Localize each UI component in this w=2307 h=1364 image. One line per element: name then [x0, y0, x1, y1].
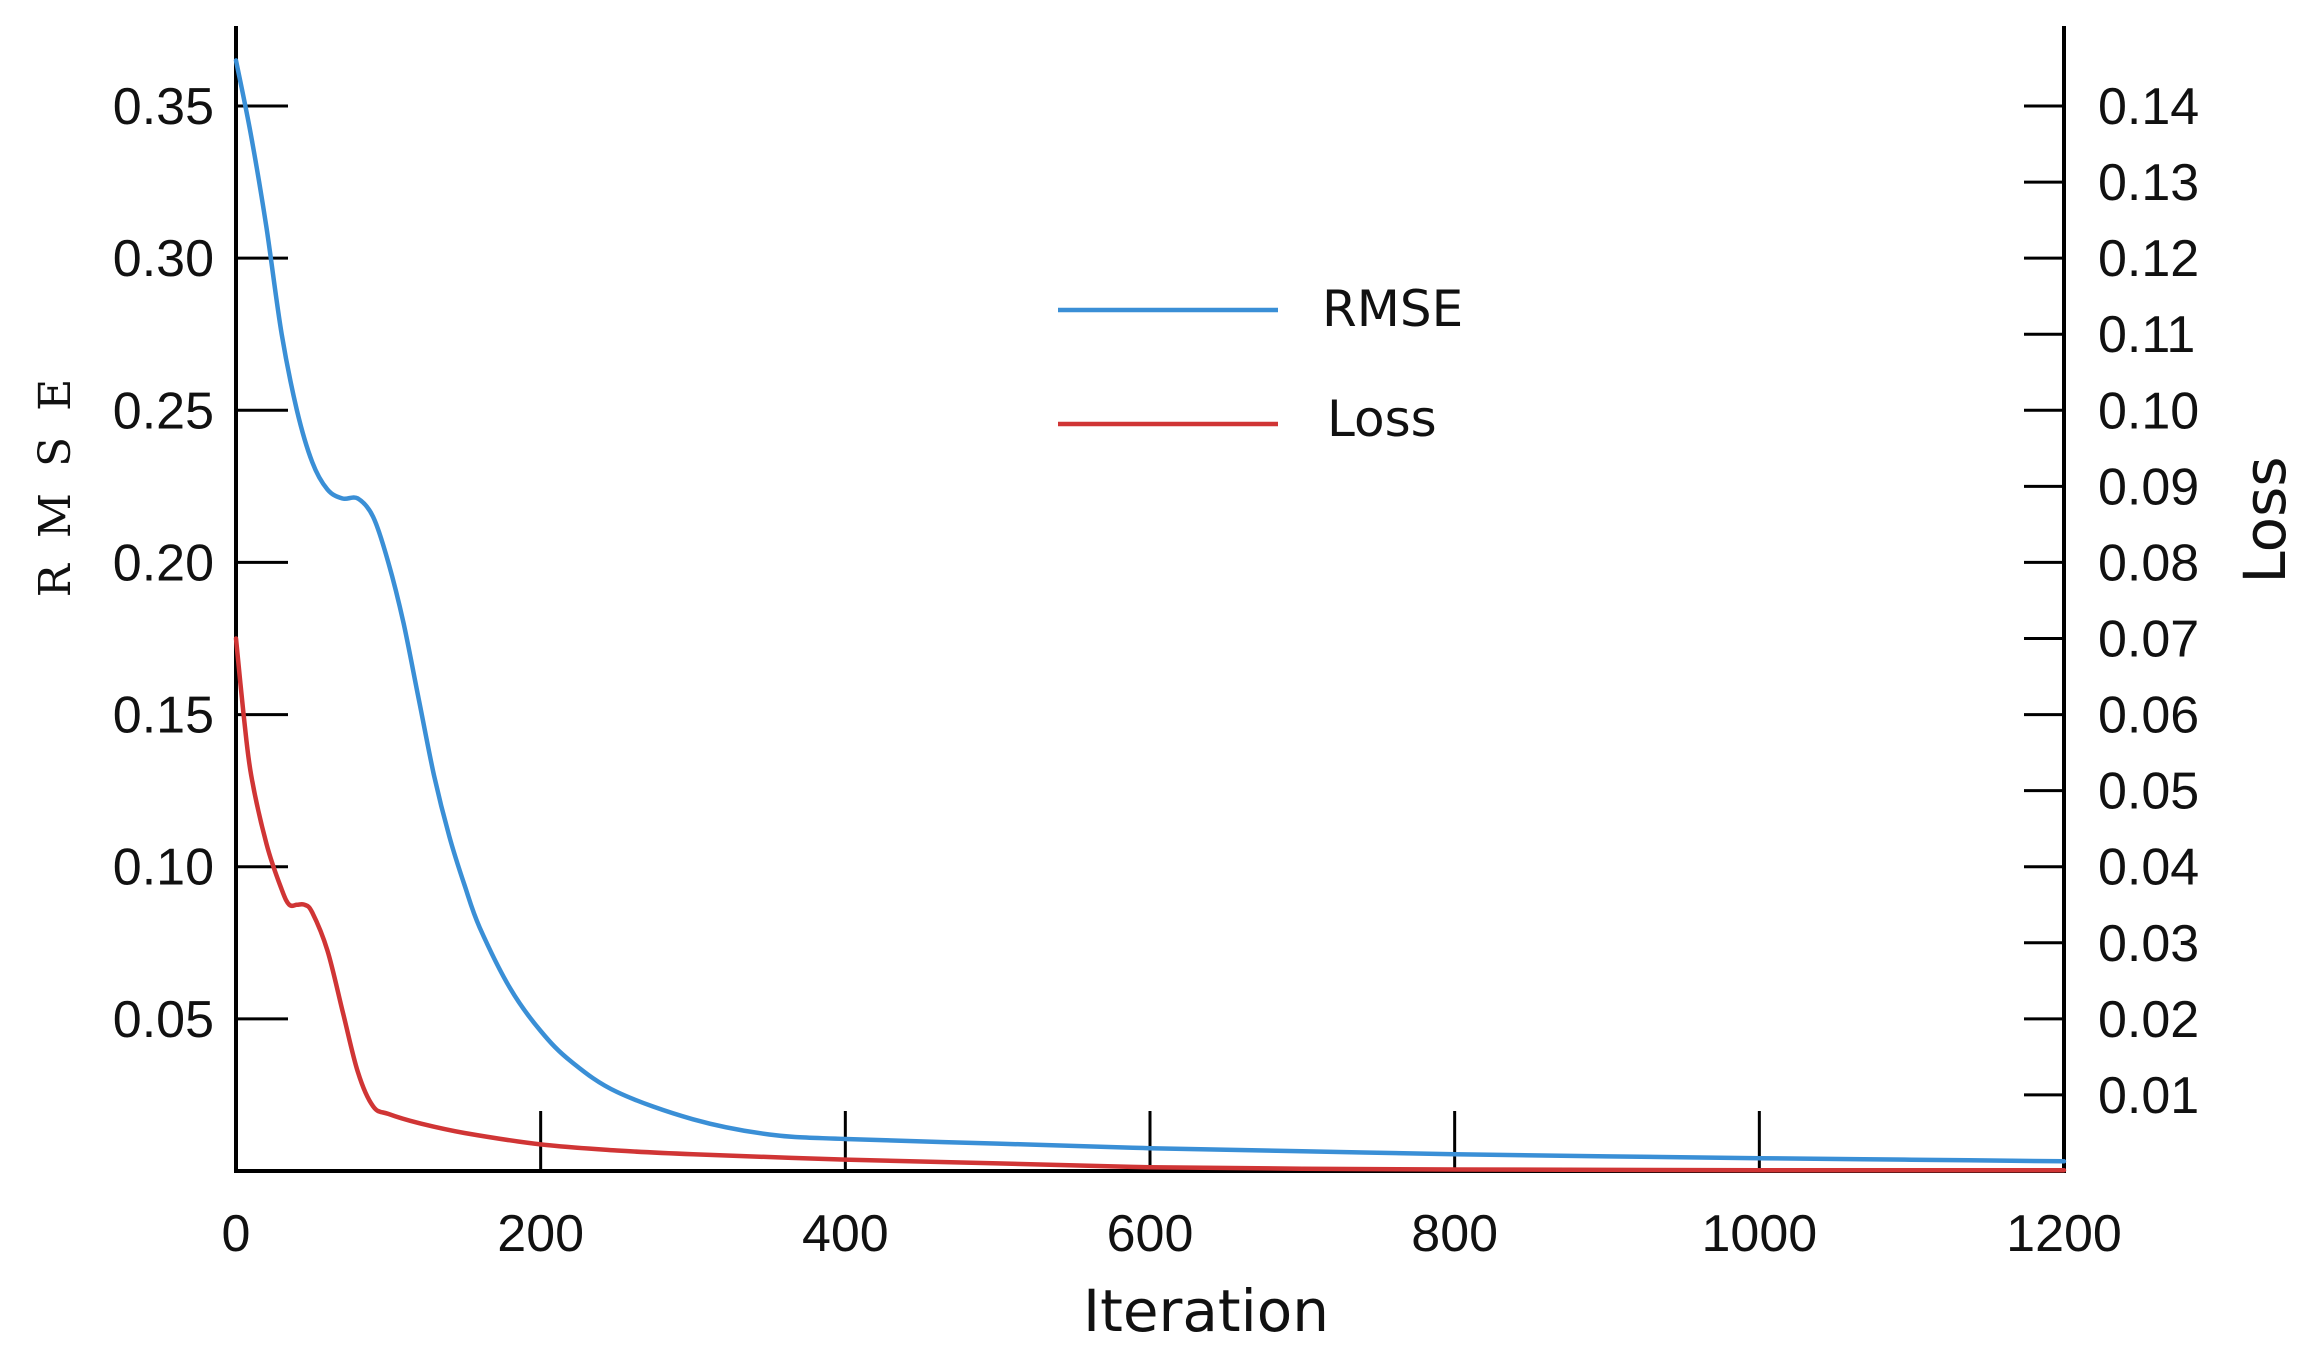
x-tick-label: 1200 [2006, 1205, 2122, 1263]
right-y-tick-label: 0.14 [2098, 78, 2199, 136]
right-y-tick-label: 0.10 [2098, 382, 2199, 440]
left-y-tick-label: 0.05 [113, 991, 214, 1049]
right-y-tick-label: 0.01 [2098, 1067, 2199, 1125]
left-y-tick-label: 0.10 [113, 839, 214, 897]
left-y-tick-label: 0.15 [113, 687, 214, 745]
legend-label-rmse: RMSE [1322, 280, 1463, 338]
right-y-ticks: 0.01 0.02 0.03 0.04 0.05 0.06 0.07 0.08 0.09 0.10… [2024, 78, 2199, 1125]
series-line-rmse [233, 58, 2067, 1164]
x-tick-label: 400 [802, 1205, 889, 1263]
series-line-loss [233, 636, 2067, 1173]
right-y-tick-label: 0.09 [2098, 458, 2199, 516]
left-y-axis-title: R M S E [30, 373, 81, 597]
legend: RMSE Loss [1058, 280, 1463, 448]
x-tick-label: 200 [497, 1205, 584, 1263]
left-y-tick-label: 0.30 [113, 230, 214, 288]
x-tick-label: 0 [222, 1205, 251, 1263]
right-y-tick-label: 0.03 [2098, 915, 2199, 973]
right-y-tick-label: 0.11 [2098, 306, 2195, 364]
right-y-tick-label: 0.08 [2098, 534, 2199, 592]
left-y-tick-label: 0.20 [113, 534, 214, 592]
right-y-tick-label: 0.07 [2098, 611, 2199, 669]
x-tick-label: 800 [1411, 1205, 1498, 1263]
left-y-tick-label: 0.25 [113, 382, 214, 440]
x-tick-label: 600 [1107, 1205, 1194, 1263]
left-y-ticks: 0.05 0.10 0.15 0.20 0.25 0.30 0.35 [113, 78, 288, 1049]
series-layer [233, 58, 2067, 1173]
left-y-tick-label: 0.35 [113, 78, 214, 136]
right-y-tick-label: 0.06 [2098, 687, 2199, 745]
x-axis-title: Iteration [1083, 1277, 1329, 1345]
right-y-tick-label: 0.12 [2098, 230, 2199, 288]
right-y-axis-title: Loss [2231, 456, 2299, 583]
legend-label-loss: Loss [1327, 390, 1437, 448]
right-y-tick-label: 0.13 [2098, 154, 2199, 212]
right-y-tick-label: 0.02 [2098, 991, 2199, 1049]
axes [234, 26, 2066, 1173]
right-y-tick-label: 0.04 [2098, 839, 2199, 897]
x-tick-label: 1000 [1701, 1205, 1817, 1263]
x-ticks: 0 200 400 600 800 1000 1200 [222, 1111, 2122, 1263]
right-y-tick-label: 0.05 [2098, 763, 2199, 821]
